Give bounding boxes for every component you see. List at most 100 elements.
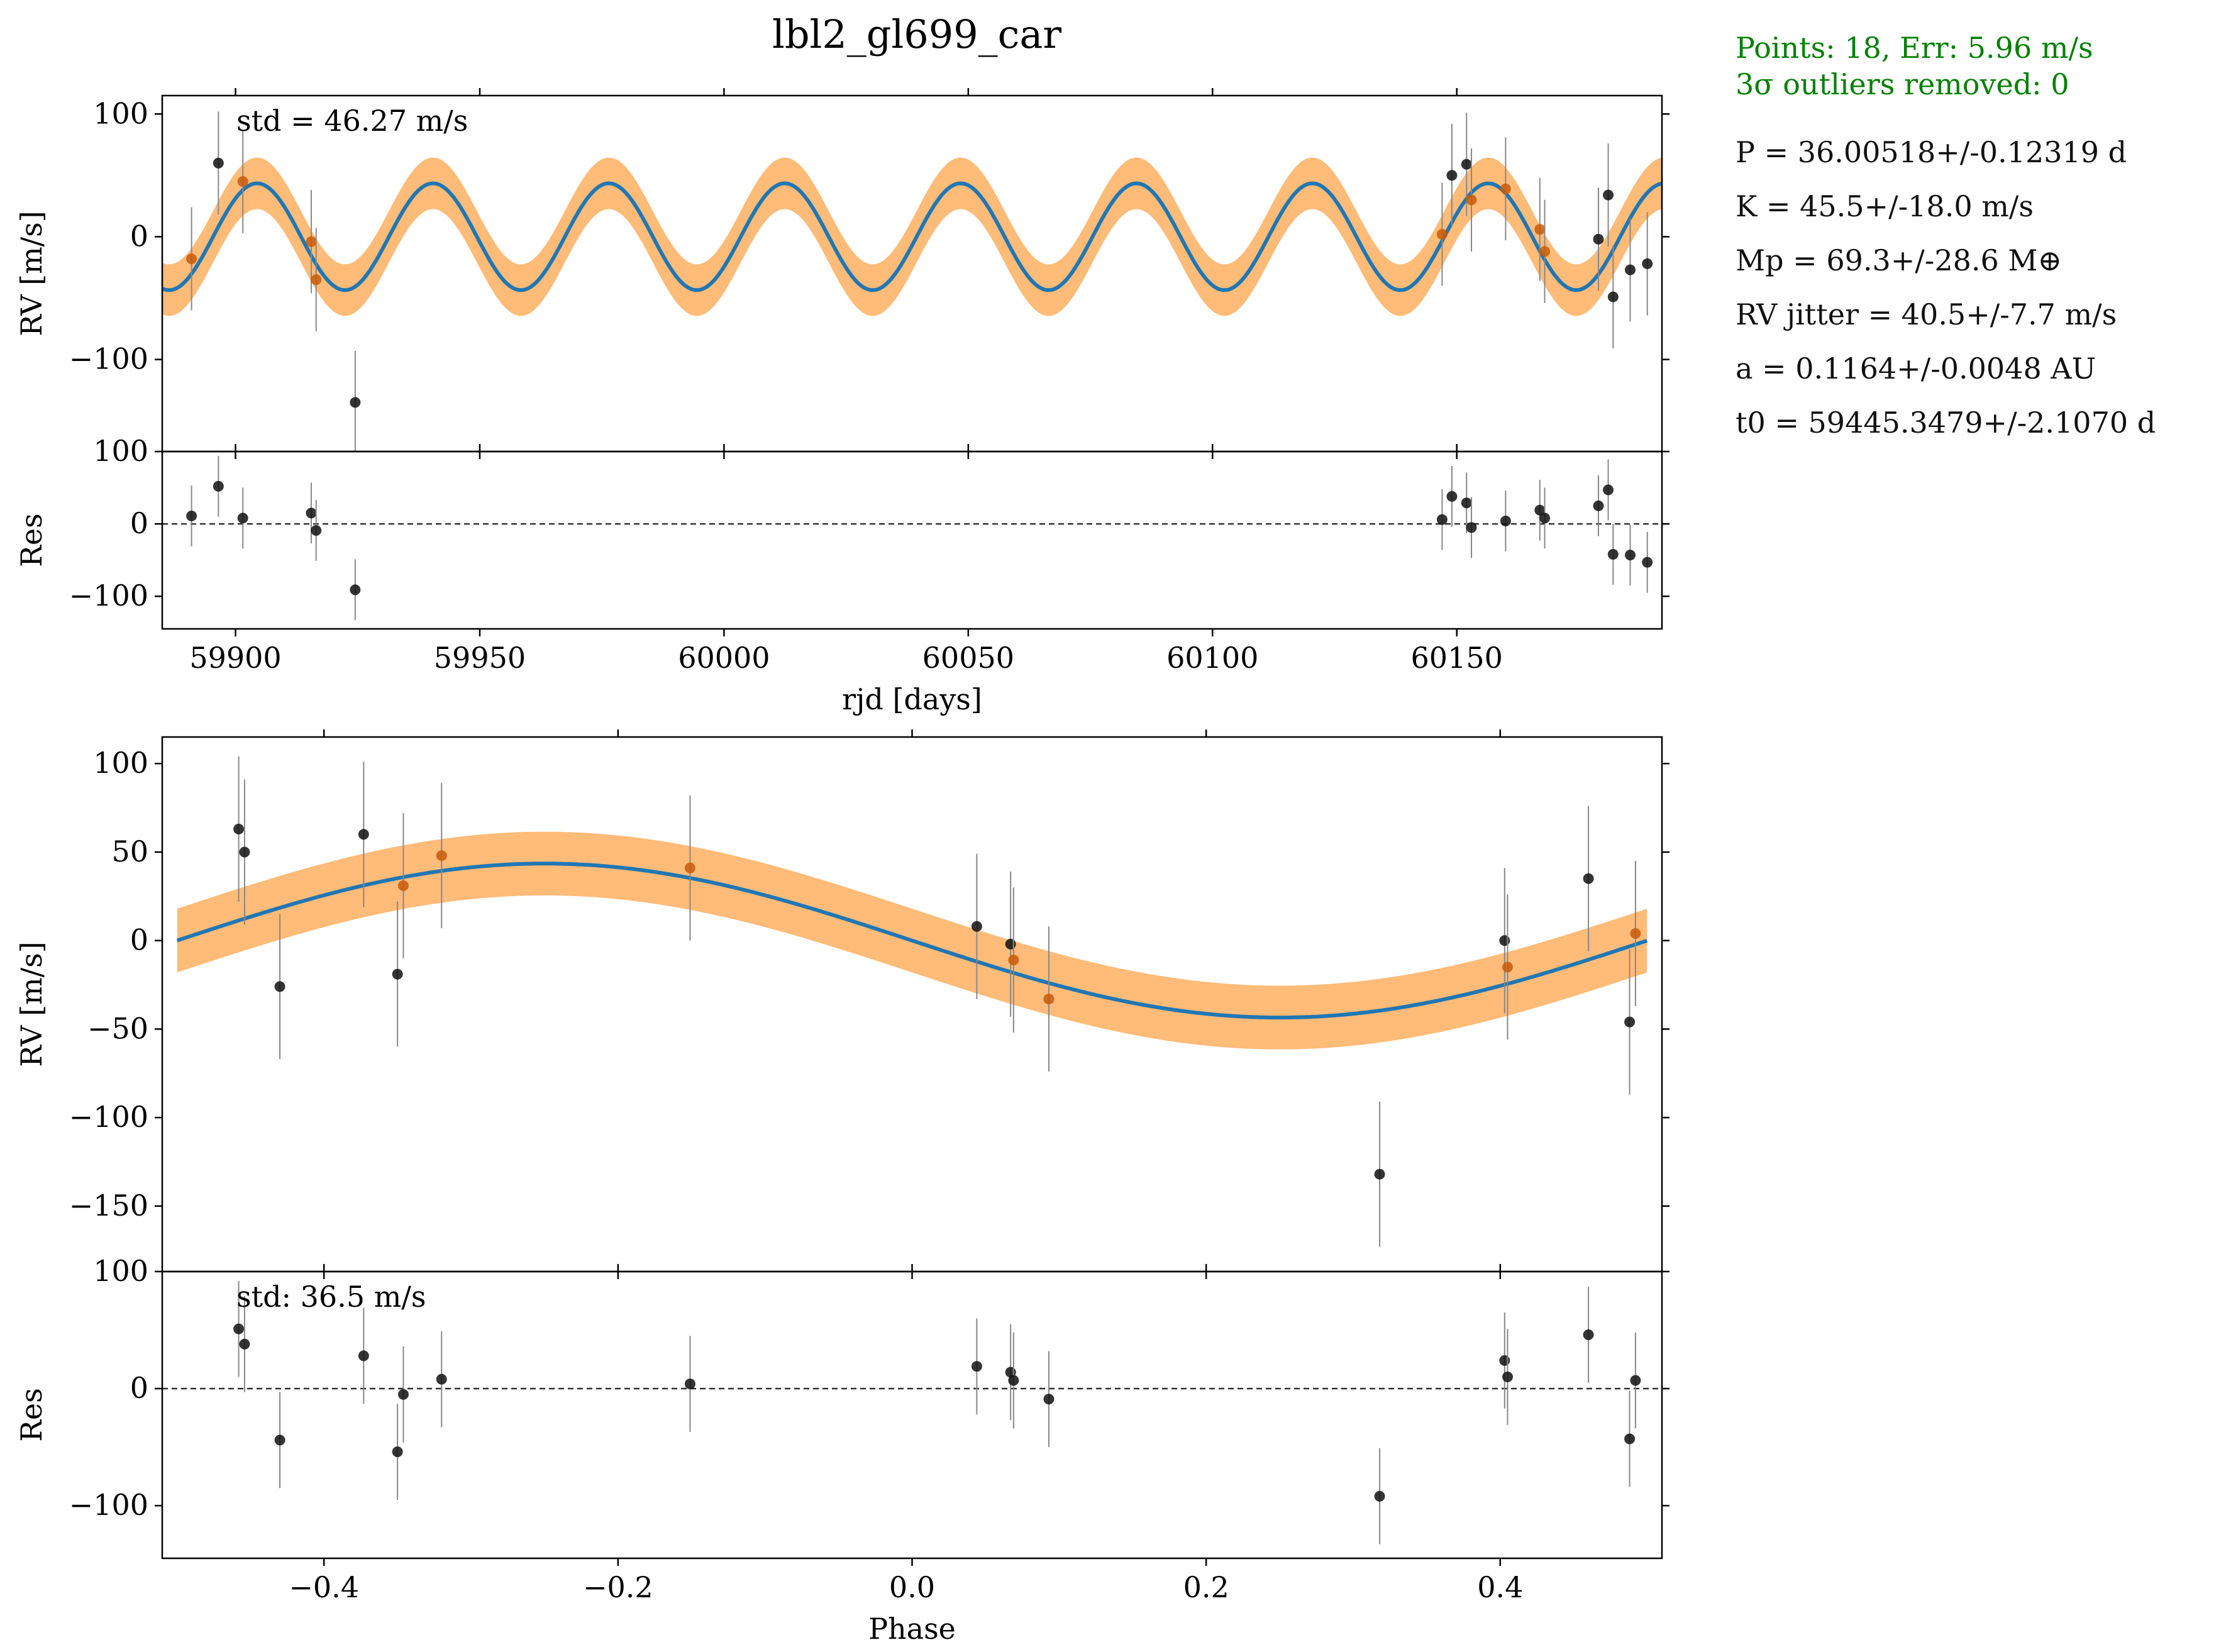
x-tick-label: 59900: [189, 641, 281, 675]
data-point: [1005, 938, 1016, 950]
y-tick-label: 100: [93, 746, 148, 780]
data-point: [436, 850, 447, 862]
data-point: [397, 1389, 409, 1400]
std-annotation: std = 46.27 m/s: [236, 104, 468, 138]
data-point: [233, 823, 245, 834]
data-point: [311, 274, 322, 285]
outliers-info: 3σ outliers removed: 0: [1736, 67, 2069, 101]
panel-phase-res: −100 0 100 −0.4 −0.2 0.0 0.2 0.4 Res Phase std: 36…: [14, 1254, 1670, 1646]
y-tick-label: −50: [87, 1011, 148, 1045]
y-tick-label: 50: [111, 834, 148, 868]
data-point: [1374, 1490, 1385, 1502]
y-tick-label: 100: [93, 96, 148, 130]
x-tick-label: −0.4: [289, 1570, 359, 1604]
data-point: [237, 513, 248, 524]
axes-frame: [161, 450, 1663, 630]
x-tick-label: 60150: [1411, 641, 1503, 675]
data-point: [1466, 522, 1477, 533]
param-planet-mass: Mp = 69.3+/-28.6 M⊕: [1736, 243, 2063, 277]
y-tick-label: 100: [93, 434, 148, 468]
data-point: [1461, 158, 1472, 170]
x-axis-label: rjd [days]: [842, 682, 982, 716]
x-tick-label: 60000: [678, 641, 770, 675]
data-point: [1446, 170, 1458, 181]
data-point: [684, 1378, 695, 1390]
data-point: [350, 584, 361, 596]
data-point: [1593, 233, 1604, 245]
model-curve: [176, 862, 1648, 1020]
y-tick-label: −100: [69, 1488, 148, 1522]
data-point: [237, 176, 248, 187]
data-point: [1642, 258, 1653, 269]
data-point: [436, 1373, 447, 1385]
data-point: [1607, 291, 1619, 302]
data-point: [233, 1323, 245, 1334]
y-tick-label: 0: [130, 506, 148, 540]
data-point: [1502, 962, 1513, 973]
y-tick-label: −100: [69, 1100, 148, 1134]
points-info: Points: 18, Err: 5.96 m/s: [1736, 31, 2093, 65]
data-point: [239, 846, 250, 858]
y-axis-label: RV [m/s]: [14, 941, 48, 1067]
data-point: [1534, 504, 1546, 516]
data-point: [1624, 1016, 1636, 1028]
panel-phase-rv: −150 −100 −50 0 50 100 RV [m/s]: [14, 729, 1670, 1279]
data-point: [392, 968, 403, 980]
data-point: [1624, 1433, 1636, 1444]
data-point: [1436, 514, 1448, 525]
data-point: [274, 981, 285, 992]
model-curve: [162, 181, 1662, 292]
data-point: [1043, 1394, 1055, 1405]
data-point: [350, 397, 361, 408]
y-axis-label: Res: [14, 513, 48, 567]
y-tick-label: −100: [69, 342, 148, 376]
plot-area: −100 0 100 RV [m/s] std = 46.27 m/s −100 0 100 5…: [14, 88, 1670, 1646]
data-point: [1500, 183, 1511, 194]
panel-time-rv: −100 0 100 RV [m/s] std = 46.27 m/s: [14, 88, 1670, 459]
data-point: [1539, 246, 1551, 257]
data-point: [1499, 1355, 1510, 1366]
data-point: [1583, 1329, 1594, 1341]
data-point: [213, 480, 224, 492]
x-tick-label: 0.0: [889, 1570, 935, 1604]
data-point: [311, 524, 322, 536]
data-point: [1625, 550, 1636, 561]
y-tick-label: 0: [130, 1371, 148, 1405]
data-point: [306, 507, 317, 519]
data-point: [684, 862, 695, 873]
data-point: [1461, 497, 1472, 509]
data-point: [306, 236, 317, 247]
data-point: [1603, 189, 1614, 201]
x-tick-label: 0.2: [1183, 1570, 1229, 1604]
data-point: [1500, 515, 1511, 526]
data-point: [392, 1446, 403, 1458]
data-point: [1008, 955, 1019, 966]
y-tick-label: 0: [130, 219, 148, 253]
param-rv-jitter: RV jitter = 40.5+/-7.7 m/s: [1736, 297, 2117, 331]
panel-time-res: −100 0 100 59900 59950 60000 60050 60100 60150 Re…: [14, 434, 1670, 716]
x-tick-label: 60050: [922, 641, 1014, 675]
data-point: [971, 921, 982, 932]
data-point: [1499, 935, 1510, 946]
data-point: [186, 510, 197, 521]
data-point: [1630, 928, 1641, 939]
data-point: [1625, 264, 1636, 275]
data-point: [971, 1361, 982, 1372]
y-tick-label: 100: [93, 1254, 148, 1288]
data-point: [1534, 224, 1546, 235]
data-point: [239, 1338, 250, 1350]
data-point: [1539, 513, 1551, 524]
data-point: [358, 1350, 369, 1361]
data-point: [186, 253, 197, 265]
x-tick-label: 0.4: [1477, 1570, 1523, 1604]
y-tick-label: −150: [69, 1189, 148, 1222]
param-t0: t0 = 59445.3479+/-2.1070 d: [1736, 406, 2156, 440]
data-point: [1446, 491, 1458, 502]
data-point: [358, 829, 369, 840]
data-point: [274, 1434, 285, 1446]
x-axis-label: Phase: [868, 1612, 956, 1646]
y-axis-label: RV [m/s]: [14, 211, 48, 336]
param-amplitude: K = 45.5+/-18.0 m/s: [1736, 189, 2034, 223]
std-annotation: std: 36.5 m/s: [236, 1280, 426, 1314]
